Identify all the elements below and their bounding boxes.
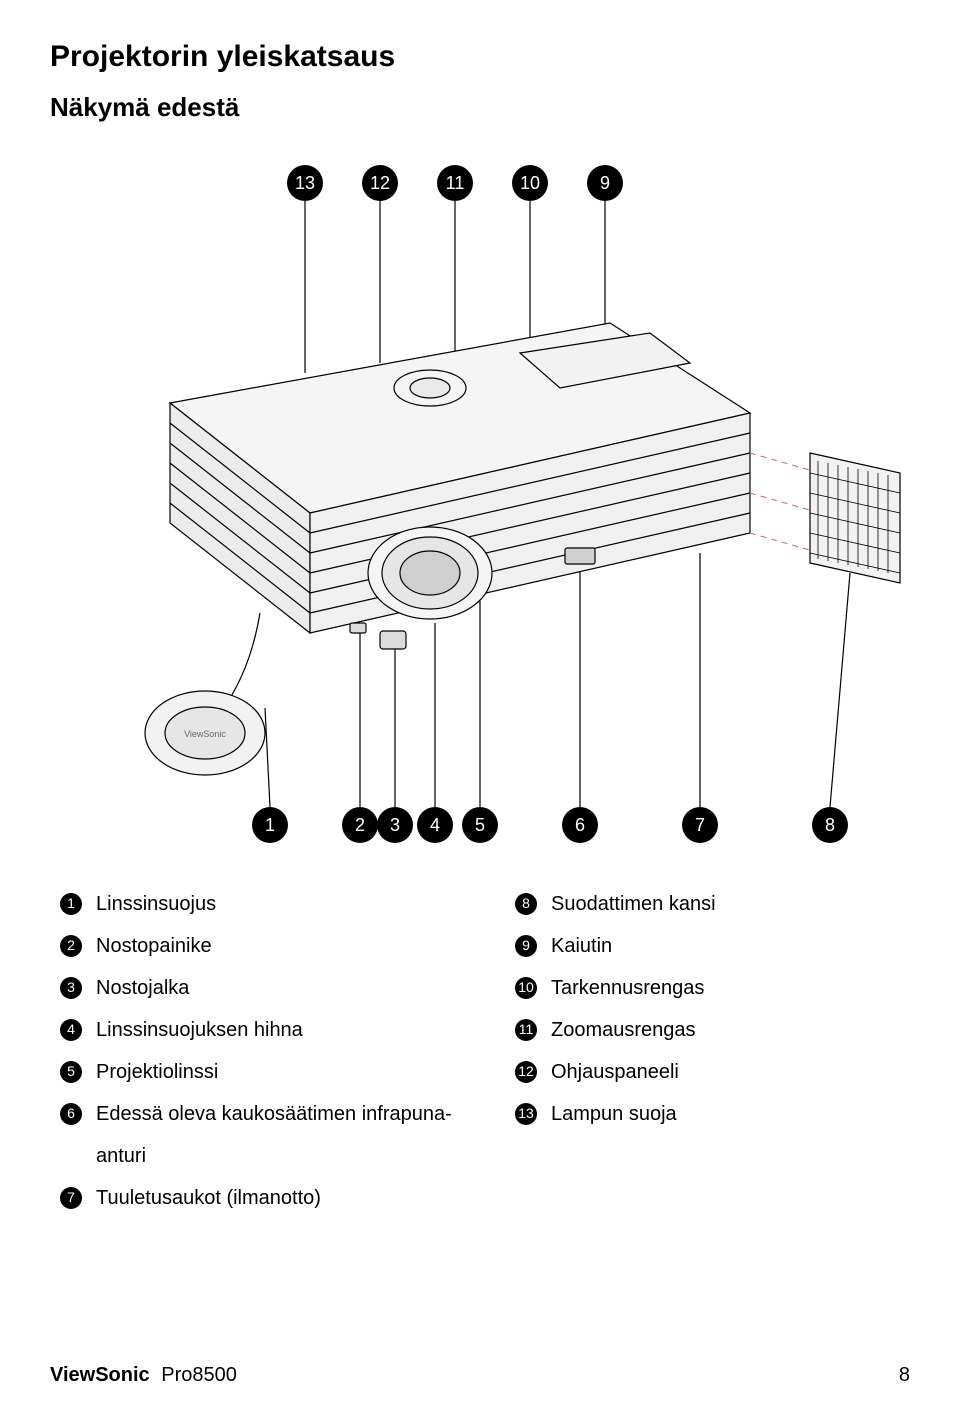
legend-row: 11 Zoomausrengas — [515, 1009, 910, 1051]
legend-number: 3 — [60, 977, 82, 999]
page-footer: ViewSonic Pro8500 8 — [50, 1364, 910, 1387]
legend-number: 9 — [515, 935, 537, 957]
callout-marker-number: 4 — [430, 815, 440, 835]
legend-label: Edessä oleva kaukosäätimen infrapuna-ant… — [96, 1093, 455, 1177]
legend-row: 5 Projektiolinssi — [60, 1051, 455, 1093]
legend-number: 6 — [60, 1103, 82, 1125]
legend-label: Linssinsuojus — [96, 883, 455, 925]
callout-marker-number: 7 — [695, 815, 705, 835]
legend-label: Nostojalka — [96, 967, 455, 1009]
legend-number: 2 — [60, 935, 82, 957]
legend-row: 7 Tuuletusaukot (ilmanotto) — [60, 1177, 455, 1219]
diagram-svg: ViewSonic — [50, 153, 910, 853]
legend-label: Lampun suoja — [551, 1093, 910, 1135]
callout-marker-number: 11 — [446, 173, 465, 193]
legend-label: Zoomausrengas — [551, 1009, 910, 1051]
page-title: Projektorin yleiskatsaus — [50, 40, 910, 74]
legend-row: 12 Ohjauspaneeli — [515, 1051, 910, 1093]
legend-row: 9 Kaiutin — [515, 925, 910, 967]
legend-number: 1 — [60, 893, 82, 915]
callout-marker-number: 13 — [295, 173, 315, 193]
legend-number: 10 — [515, 977, 537, 999]
footer-model: Pro8500 — [161, 1364, 237, 1386]
projector-diagram: ViewSonic — [50, 153, 910, 853]
legend-label: Tuuletusaukot (ilmanotto) — [96, 1177, 455, 1219]
callout-marker-number: 1 — [265, 815, 275, 835]
legend-row: 10 Tarkennusrengas — [515, 967, 910, 1009]
callout-marker-number: 6 — [575, 815, 585, 835]
legend-label: Linssinsuojuksen hihna — [96, 1009, 455, 1051]
callout-marker-number: 2 — [355, 815, 365, 835]
legend-label: Suodattimen kansi — [551, 883, 910, 925]
callout-marker-number: 5 — [475, 815, 485, 835]
callout-marker-number: 10 — [520, 173, 540, 193]
legend-column-right: 8 Suodattimen kansi 9 Kaiutin 10 Tarkennusren… — [515, 883, 910, 1219]
legend-row: 1 Linssinsuojus — [60, 883, 455, 925]
legend-column-left: 1 Linssinsuojus 2 Nostopainike 3 Nostojalka 4L… — [60, 883, 455, 1219]
legend-number: 7 — [60, 1187, 82, 1209]
legend-number: 12 — [515, 1061, 537, 1083]
footer-page-number: 8 — [899, 1364, 910, 1387]
legend-number: 4 — [60, 1019, 82, 1041]
legend-label: Ohjauspaneeli — [551, 1051, 910, 1093]
footer-brand: ViewSonic — [50, 1364, 150, 1386]
legend: 1Linssinsuojus2Nostopainike3Nostojalka4L… — [50, 883, 910, 1219]
legend-label: Nostopainike — [96, 925, 455, 967]
legend-label: Projektiolinssi — [96, 1051, 455, 1093]
legend-row: 4 Linssinsuojuksen hihna — [60, 1009, 455, 1051]
legend-row: 2 Nostopainike — [60, 925, 455, 967]
leader-line — [265, 708, 270, 807]
legend-number: 8 — [515, 893, 537, 915]
legend-number: 5 — [60, 1061, 82, 1083]
legend-row: 8 Suodattimen kansi — [515, 883, 910, 925]
callout-marker-number: 9 — [600, 173, 610, 193]
legend-row: 3 Nostojalka — [60, 967, 455, 1009]
legend-label: Kaiutin — [551, 925, 910, 967]
legend-row: 6 Edessä oleva kaukosäätimen infrapuna-an… — [60, 1093, 455, 1177]
legend-row: 13 Lampun suoja — [515, 1093, 910, 1135]
legend-label: Tarkennusrengas — [551, 967, 910, 1009]
page-subtitle: Näkymä edestä — [50, 92, 910, 123]
callout-marker-number: 8 — [825, 815, 835, 835]
legend-number: 13 — [515, 1103, 537, 1125]
svg-text:ViewSonic: ViewSonic — [184, 729, 226, 739]
legend-number: 11 — [515, 1019, 537, 1041]
leader-line — [830, 573, 850, 807]
callout-marker-number: 3 — [390, 815, 400, 835]
callout-marker-number: 12 — [370, 173, 390, 193]
